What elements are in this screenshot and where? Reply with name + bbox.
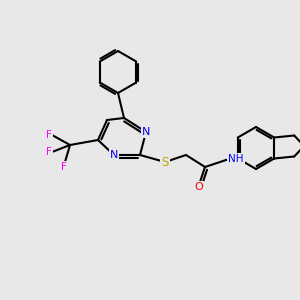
Text: NH: NH [228, 154, 244, 164]
Text: F: F [46, 130, 52, 140]
Text: S: S [161, 155, 169, 169]
Text: F: F [61, 162, 67, 172]
Text: N: N [142, 127, 150, 137]
Text: O: O [195, 182, 203, 192]
Text: F: F [46, 147, 52, 157]
Text: N: N [110, 150, 118, 160]
